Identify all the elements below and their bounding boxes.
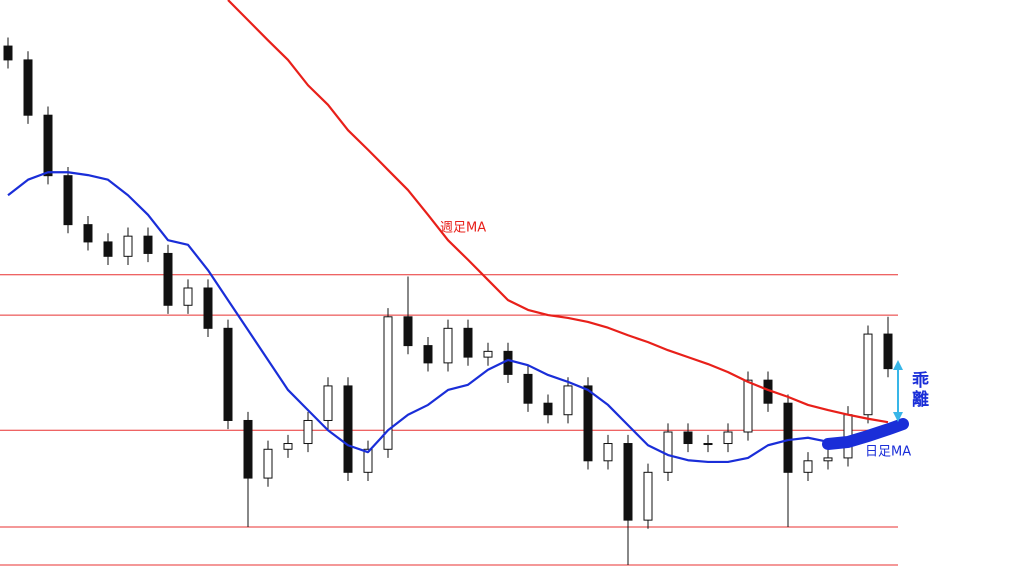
candle-body (143, 235, 153, 254)
candle-body (443, 327, 453, 364)
candle-body (643, 471, 653, 521)
candle-body (403, 316, 413, 347)
ma-line (227, 0, 889, 424)
candle-body (183, 287, 193, 306)
candle-body (303, 419, 313, 445)
candle-body (383, 316, 393, 450)
gap-arrow (893, 360, 903, 422)
candles (3, 37, 893, 566)
candle-body (823, 457, 833, 462)
candle-body (783, 402, 793, 473)
candle-body (743, 379, 753, 433)
candle-body (203, 287, 213, 329)
candle-body (3, 45, 13, 61)
candle-body (423, 345, 433, 364)
candle-body (163, 252, 173, 306)
candle-body (863, 333, 873, 416)
candle-body (463, 327, 473, 358)
candle-body (483, 350, 493, 358)
candle-body (223, 327, 233, 421)
candle-body (603, 443, 613, 462)
ma-line (7, 171, 889, 464)
candle-body (323, 385, 333, 421)
ma-lines (7, 0, 889, 464)
weekly-ma-label: 週足MA (440, 221, 486, 236)
candle-body (103, 241, 113, 257)
candle-body (243, 419, 253, 479)
candle-body (803, 460, 813, 473)
candle-body (343, 385, 353, 473)
candle-body (363, 448, 373, 473)
candle-body (523, 373, 533, 404)
candle-body (703, 443, 713, 446)
candle-body (263, 448, 273, 479)
candle-body (723, 431, 733, 445)
candle-body (663, 431, 673, 473)
candle-body (503, 350, 513, 375)
candle-body (23, 59, 33, 116)
candle-body (883, 333, 893, 370)
candle-body (123, 235, 133, 257)
candle-body (543, 402, 553, 416)
highlight-stroke (822, 418, 909, 450)
candle-body (283, 443, 293, 450)
candle-body (63, 175, 73, 226)
daily-ma-label: 日足MA (865, 445, 911, 460)
gap-label: 乖離 (908, 370, 929, 409)
candle-body (683, 431, 693, 445)
candle-body (83, 224, 93, 243)
candle-body (583, 385, 593, 462)
candle-body (563, 385, 573, 416)
candle-body (43, 114, 53, 177)
levels (0, 274, 898, 566)
candle-body (623, 443, 633, 521)
